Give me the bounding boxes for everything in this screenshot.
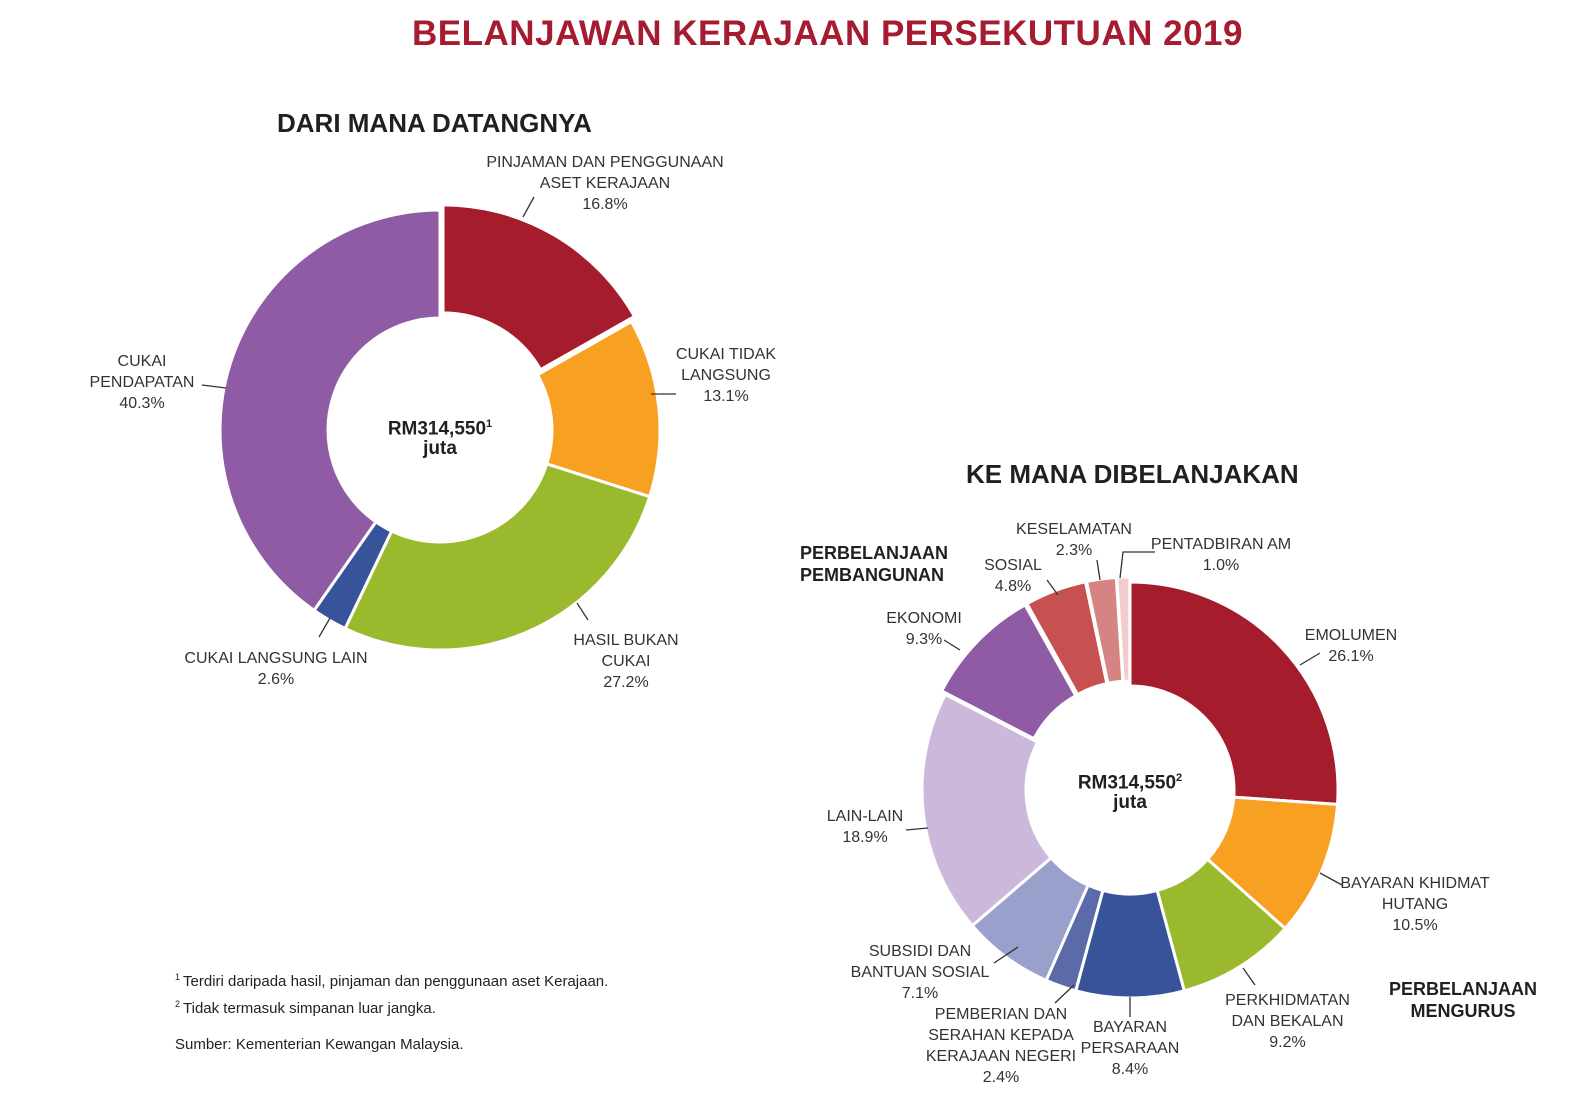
main-title: BELANJAWAN KERAJAAN PERSEKUTUAN 2019	[412, 14, 1243, 53]
leader-lines	[201, 196, 1343, 1017]
label-keselamatan: KESELAMATAN 2.3%	[1016, 521, 1132, 559]
slice-emolumen	[1128, 580, 1340, 806]
footnotes: 1 Terdiri daripada hasil, pinjaman dan pe…	[175, 966, 608, 1020]
label-bayaran-khidmat-hutang: BAYARAN KHIDMAT HUTANG 10.5%	[1340, 875, 1490, 934]
leader-pemberian	[1054, 984, 1075, 1004]
leader-pinjaman	[522, 196, 535, 218]
label-hasil-bukan-cukai: HASIL BUKAN CUKAI 27.2%	[573, 632, 679, 691]
source-note: Sumber: Kementerian Kewangan Malaysia.	[175, 1036, 464, 1053]
leader-cukai-langsung	[318, 617, 331, 638]
label-sosial: SOSIAL 4.8%	[984, 557, 1042, 595]
leader-cukai-pendapatan	[201, 384, 227, 389]
leader-hasil	[576, 602, 589, 621]
slice-lain-lain	[920, 692, 1054, 928]
slice-ekonomi	[939, 602, 1078, 741]
label-cukai-tidak-langsung: CUKAI TIDAK LANGSUNG 13.1%	[675, 346, 777, 405]
right-chart-title: KE MANA DIBELANJAKAN	[966, 459, 1299, 489]
slice-pinjaman-dan-penggunaan-aset-kerajaan	[441, 203, 637, 372]
footnote-2: 2 Tidak termasuk simpanan luar jangka.	[175, 999, 436, 1017]
group-pembangunan: PERBELANJAAN PEMBANGUNAN	[800, 543, 949, 585]
label-cukai-langsung-lain: CUKAI LANGSUNG LAIN 2.6%	[184, 650, 368, 688]
leader-lain	[905, 827, 929, 831]
left-chart-title: DARI MANA DATANGNYA	[277, 108, 592, 138]
slice-hasil-bukan-cukai	[343, 462, 652, 652]
label-cukai-pendapatan: CUKAI PENDAPATAN 40.3%	[89, 353, 195, 412]
slice-cukai-pendapatan	[218, 208, 442, 613]
leader-emolumen	[1299, 652, 1321, 666]
leader-sosial	[1046, 579, 1059, 596]
footnote-1: 1 Terdiri daripada hasil, pinjaman dan pe…	[175, 972, 609, 990]
label-pinjaman: PINJAMAN DAN PENGGUNAAN ASET KERAJAAN 16.8…	[486, 154, 724, 213]
slice-pentadbiran-am	[1115, 575, 1132, 683]
group-mengurus: PERBELANJAAN MENGURUS	[1388, 979, 1538, 1021]
label-ekonomi: EKONOMI 9.3%	[886, 610, 962, 648]
leader-ekonomi	[943, 639, 961, 651]
leader-keselamatan	[1096, 559, 1101, 581]
label-lain-lain: LAIN-LAIN 18.9%	[826, 808, 904, 846]
leader-subsidi	[993, 946, 1019, 964]
label-bayaran-persaraan: BAYARAN PERSARAAN 8.4%	[1080, 1019, 1180, 1078]
label-emolumen: EMOLUMEN 26.1%	[1304, 627, 1398, 665]
left-donut	[218, 203, 662, 652]
left-center-total: RM314,5501 juta	[387, 418, 493, 460]
leader-perkhidmatan	[1242, 967, 1256, 986]
label-pentadbiran-am: PENTADBIRAN AM 1.0%	[1150, 536, 1292, 574]
leader-pentadbiran	[1119, 551, 1155, 579]
label-pemberian-serahan: PEMBERIAN DAN SERAHAN KEPADA KERAJAAN NEGE…	[925, 1006, 1077, 1086]
label-perkhidmatan-bekalan: PERKHIDMATAN DAN BEKALAN 9.2%	[1225, 992, 1350, 1051]
right-center-total: RM314,5502 juta	[1077, 772, 1183, 814]
leader-hutang	[1319, 872, 1343, 886]
label-subsidi-bantuan: SUBSIDI DAN BANTUAN SOSIAL 7.1%	[850, 943, 990, 1002]
right-donut	[920, 575, 1340, 1000]
